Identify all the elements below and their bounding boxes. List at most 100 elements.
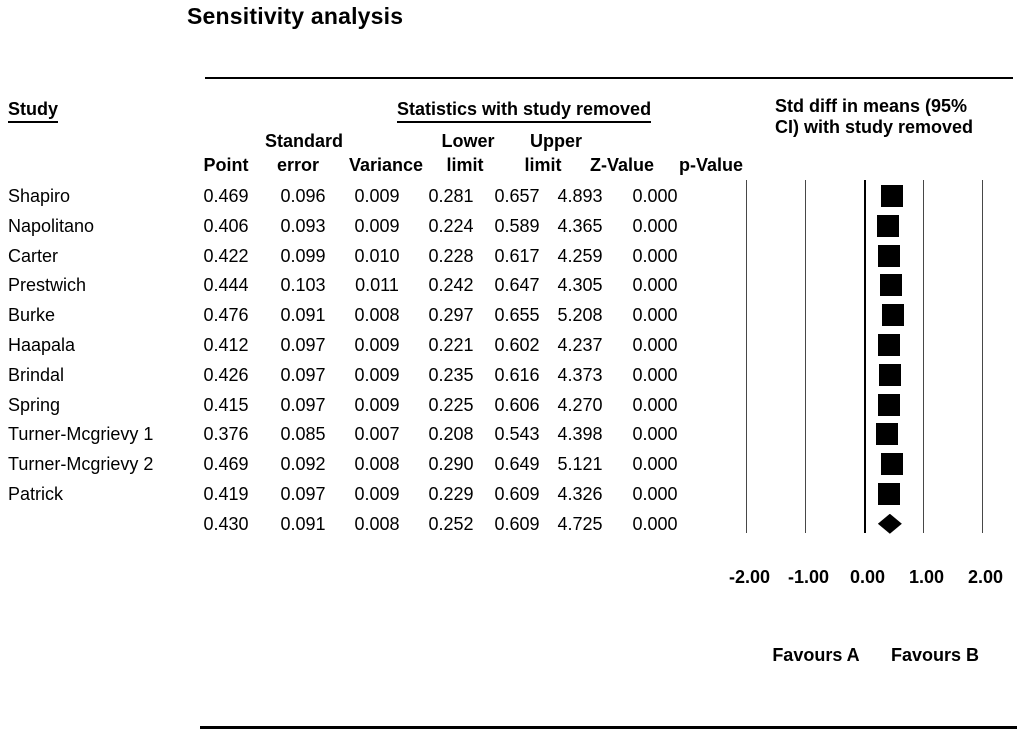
- col-header-upper: Upper: [529, 131, 582, 151]
- table-cell-point: 0.444: [203, 275, 249, 296]
- table-cell-point: 0.415: [203, 394, 249, 415]
- table-cell-p: 0.000: [632, 305, 678, 326]
- col-header-lower-limit: limit: [446, 155, 484, 175]
- gridline: [923, 180, 924, 533]
- table-cell-se: 0.097: [280, 335, 326, 355]
- table-cell-lower: 0.229: [428, 484, 474, 504]
- table-cell-z: 4.893: [557, 186, 603, 206]
- study-label: Shapiro: [8, 186, 71, 206]
- col-header-standard: Standard: [264, 131, 343, 151]
- table-cell-upper: 0.649: [494, 454, 540, 475]
- favours-b-label: Favours B: [890, 645, 980, 665]
- table-cell-point: 0.412: [203, 335, 249, 355]
- study-label: Spring: [8, 394, 61, 415]
- table-cell-z: 5.208: [557, 305, 603, 326]
- favours-a-label: Favours A: [772, 645, 860, 665]
- table-cell-upper: 0.589: [494, 215, 540, 236]
- table-cell-lower: 0.281: [428, 186, 474, 206]
- table-cell-z: 4.259: [557, 245, 603, 266]
- table-cell-lower: 0.297: [428, 305, 474, 326]
- forest-square-marker: [877, 393, 900, 416]
- table-cell-se: 0.097: [280, 394, 326, 415]
- x-axis-tick-label: 1.00: [908, 567, 945, 587]
- table-cell-p: 0.000: [632, 513, 678, 534]
- study-label: Turner-Mcgrievy 2: [8, 454, 154, 475]
- overall-diamond-marker: [877, 513, 902, 534]
- table-cell-lower: 0.242: [428, 275, 474, 296]
- forest-square-marker: [878, 483, 901, 505]
- table-cell-z: 4.725: [557, 513, 603, 534]
- table-cell-lower: 0.224: [428, 215, 474, 236]
- table-cell-variance: 0.010: [354, 245, 400, 266]
- plot-column-header: Std diff in means (95% CI) with study re…: [775, 96, 973, 138]
- page-title: Sensitivity analysis: [187, 3, 404, 29]
- table-cell-point: 0.376: [203, 424, 249, 445]
- study-label: Napolitano: [8, 215, 95, 236]
- table-cell-point: 0.469: [203, 454, 249, 475]
- table-cell-upper: 0.657: [494, 186, 540, 206]
- table-cell-variance: 0.009: [354, 394, 400, 415]
- table-cell-upper: 0.606: [494, 394, 540, 415]
- table-cell-z: 4.373: [557, 364, 603, 385]
- col-header-error: error: [276, 155, 320, 175]
- table-cell-lower: 0.235: [428, 364, 474, 385]
- table-cell-variance: 0.011: [355, 275, 399, 296]
- forest-square-marker: [877, 334, 900, 356]
- col-header-upper-limit: limit: [524, 155, 562, 175]
- table-cell-p: 0.000: [632, 335, 678, 355]
- plot-column-header-line1: Std diff in means (95%: [775, 96, 968, 116]
- table-cell-p: 0.000: [632, 424, 678, 445]
- forest-square-marker: [878, 363, 901, 386]
- table-cell-p: 0.000: [632, 275, 678, 296]
- table-cell-p: 0.000: [632, 484, 678, 504]
- table-cell-p: 0.000: [632, 186, 678, 206]
- table-cell-point: 0.469: [203, 186, 249, 206]
- table-cell-p: 0.000: [632, 364, 678, 385]
- table-cell-z: 5.121: [557, 454, 603, 475]
- col-header-z-value: Z-Value: [589, 155, 655, 175]
- x-axis-tick-label: -1.00: [787, 567, 830, 587]
- col-header-p-value: p-Value: [678, 155, 744, 175]
- study-label: Patrick: [8, 484, 64, 504]
- table-cell-variance: 0.008: [354, 305, 400, 326]
- table-cell-upper: 0.609: [494, 484, 540, 504]
- table-cell-z: 4.270: [557, 394, 603, 415]
- forest-square-marker: [881, 304, 904, 327]
- table-cell-point: 0.422: [203, 245, 249, 266]
- table-cell-upper: 0.617: [494, 245, 540, 266]
- col-header-variance: Variance: [348, 155, 424, 175]
- table-cell-variance: 0.009: [354, 186, 400, 206]
- table-cell-point: 0.406: [203, 215, 249, 236]
- table-cell-upper: 0.602: [494, 335, 540, 355]
- table-cell-upper: 0.647: [494, 275, 540, 296]
- x-axis-tick-label: 0.00: [849, 567, 886, 587]
- table-cell-upper: 0.609: [494, 513, 540, 534]
- table-cell-se: 0.091: [280, 513, 326, 534]
- gridline: [746, 180, 747, 533]
- table-cell-upper: 0.543: [494, 424, 540, 445]
- table-cell-upper: 0.655: [494, 305, 540, 326]
- table-cell-variance: 0.009: [354, 484, 400, 504]
- table-cell-p: 0.000: [632, 454, 678, 475]
- table-cell-z: 4.398: [557, 424, 603, 445]
- gridline: [982, 180, 983, 533]
- table-cell-se: 0.092: [280, 454, 326, 475]
- table-cell-lower: 0.225: [428, 394, 474, 415]
- table-cell-lower: 0.290: [428, 454, 474, 475]
- table-cell-point: 0.419: [203, 484, 249, 504]
- table-cell-variance: 0.008: [354, 454, 400, 475]
- table-cell-p: 0.000: [632, 394, 678, 415]
- table-cell-se: 0.096: [280, 186, 326, 206]
- study-label: Brindal: [8, 364, 65, 385]
- table-cell-se: 0.093: [280, 215, 326, 236]
- study-column-header: Study: [8, 99, 59, 123]
- table-cell-z: 4.305: [557, 275, 603, 296]
- table-cell-z: 4.237: [557, 335, 603, 355]
- table-cell-se: 0.097: [280, 484, 326, 504]
- forest-square-marker: [879, 274, 902, 297]
- table-cell-point: 0.426: [203, 364, 249, 385]
- table-cell-se: 0.085: [280, 424, 326, 445]
- forest-square-marker: [877, 214, 900, 237]
- table-cell-z: 4.326: [557, 484, 603, 504]
